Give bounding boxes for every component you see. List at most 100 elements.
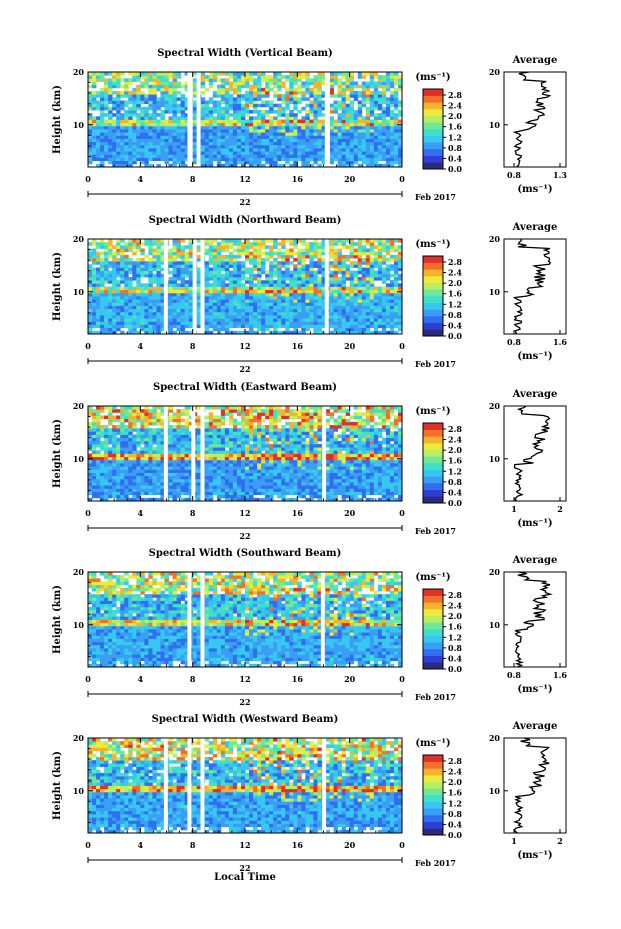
heatmap-cell bbox=[253, 261, 258, 265]
heatmap-cell bbox=[100, 308, 105, 313]
heatmap-cell bbox=[152, 254, 157, 259]
heatmap-cell bbox=[297, 324, 302, 329]
heatmap-cell bbox=[353, 302, 359, 306]
heatmap-cell bbox=[365, 327, 371, 332]
heatmap-cell bbox=[305, 254, 310, 259]
heatmap-cell bbox=[104, 135, 109, 139]
heatmap-cell bbox=[377, 125, 383, 130]
heatmap-cell bbox=[369, 151, 375, 155]
heatmap-cell bbox=[321, 151, 326, 155]
heatmap-cell bbox=[357, 125, 363, 130]
heatmap-cell bbox=[265, 302, 270, 306]
heatmap-cell bbox=[321, 129, 326, 133]
heatmap-cell bbox=[269, 485, 274, 489]
heatmap-cell bbox=[228, 144, 234, 149]
heatmap-cell bbox=[245, 151, 250, 155]
heatmap-cell bbox=[240, 122, 246, 127]
heatmap-cell bbox=[369, 315, 375, 319]
heatmap-cell bbox=[196, 494, 202, 499]
heatmap-cell bbox=[345, 84, 351, 89]
heatmap-cell bbox=[212, 327, 218, 332]
heatmap-cell bbox=[188, 491, 194, 496]
heatmap-cell bbox=[249, 289, 254, 294]
heatmap-cell bbox=[180, 296, 186, 300]
heatmap-cell bbox=[301, 106, 306, 111]
heatmap-cell bbox=[397, 305, 403, 310]
heatmap-cell bbox=[172, 299, 177, 303]
heatmap-cell bbox=[285, 248, 290, 253]
heatmap-cell bbox=[236, 497, 242, 502]
heatmap-cell bbox=[269, 261, 274, 265]
heatmap-cell bbox=[132, 87, 137, 92]
heatmap-cell bbox=[96, 116, 101, 120]
heatmap-cell bbox=[224, 125, 230, 130]
heatmap-cell bbox=[249, 103, 254, 108]
heatmap-cell bbox=[321, 261, 326, 265]
heatmap-cell bbox=[236, 296, 242, 300]
heatmap-cell bbox=[168, 110, 173, 114]
heatmap-cell bbox=[389, 141, 395, 146]
heatmap-cell bbox=[381, 245, 387, 249]
heatmap-cell bbox=[136, 135, 141, 139]
heatmap-cell bbox=[293, 132, 298, 136]
heatmap-cell bbox=[168, 277, 173, 281]
heatmap-cell bbox=[389, 151, 395, 155]
heatmap-cell bbox=[224, 491, 230, 496]
heatmap-cell bbox=[293, 106, 298, 111]
heatmap-cell bbox=[96, 494, 101, 499]
heatmap-cell bbox=[313, 135, 318, 139]
heatmap-cell bbox=[297, 321, 302, 325]
heatmap-cell bbox=[180, 302, 186, 306]
heatmap-cell bbox=[212, 239, 218, 243]
heatmap-cell bbox=[349, 327, 355, 332]
heatmap-cell bbox=[184, 258, 190, 262]
heatmap-cell bbox=[337, 138, 343, 143]
heatmap-cell bbox=[249, 75, 254, 79]
heatmap-cell bbox=[385, 157, 391, 162]
heatmap-cell bbox=[385, 144, 391, 149]
heatmap-cell bbox=[341, 324, 347, 329]
heatmap-cell bbox=[168, 488, 173, 492]
heatmap-cell bbox=[253, 132, 258, 136]
heatmap-cell bbox=[293, 273, 298, 278]
heatmap-cell bbox=[208, 97, 214, 101]
heatmap-cell bbox=[192, 94, 198, 98]
heatmap-cell bbox=[228, 129, 234, 133]
heatmap-cell bbox=[240, 163, 246, 168]
heatmap-cell bbox=[152, 242, 157, 246]
heatmap-cell bbox=[176, 132, 181, 136]
heatmap-cell bbox=[216, 116, 222, 120]
heatmap-cell bbox=[285, 491, 290, 496]
heatmap-cell bbox=[172, 75, 177, 79]
heatmap-cell bbox=[393, 78, 399, 82]
heatmap-cell bbox=[397, 75, 403, 79]
heatmap-cell bbox=[337, 302, 343, 306]
heatmap-cell bbox=[208, 324, 214, 329]
heatmap-cell bbox=[112, 106, 117, 111]
heatmap-cell bbox=[140, 242, 145, 246]
heatmap-cell bbox=[152, 472, 157, 477]
heatmap-cell bbox=[377, 239, 383, 243]
heatmap-cell bbox=[116, 103, 121, 108]
heatmap-cell bbox=[389, 478, 395, 483]
heatmap-cell bbox=[128, 138, 133, 143]
heatmap-cell bbox=[301, 97, 306, 101]
heatmap-cell bbox=[112, 308, 117, 313]
heatmap-cell bbox=[273, 482, 278, 486]
heatmap-cell bbox=[116, 482, 121, 486]
heatmap-cell bbox=[108, 242, 113, 246]
heatmap-cell bbox=[228, 472, 234, 477]
heatmap-cell bbox=[337, 270, 343, 275]
heatmap-cell bbox=[369, 100, 375, 105]
heatmap-cell bbox=[92, 119, 97, 124]
heatmap-cell bbox=[140, 97, 145, 101]
heatmap-cell bbox=[88, 97, 93, 101]
heatmap-cell bbox=[305, 129, 310, 133]
heatmap-cell bbox=[261, 251, 266, 256]
heatmap-cell bbox=[88, 242, 93, 246]
heatmap-cell bbox=[224, 283, 230, 287]
heatmap-cell bbox=[393, 119, 399, 124]
heatmap-cell bbox=[373, 148, 379, 152]
heatmap-cell bbox=[317, 106, 322, 111]
heatmap-cell bbox=[245, 94, 250, 98]
